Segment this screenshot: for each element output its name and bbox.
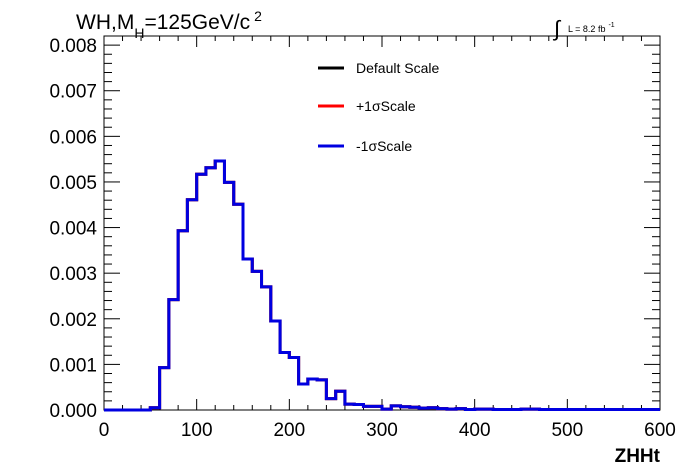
x-tick-label: 600 (644, 420, 676, 441)
lumi-label: L = 8.2 fb -1 (568, 22, 615, 34)
x-tick-label: 400 (459, 420, 491, 441)
x-tick-label: 200 (273, 420, 305, 441)
title-main: =125GeV/c (144, 11, 250, 34)
y-tick-label: 0.003 (49, 264, 97, 285)
axes: 0 100 200 300 400 500 600 0.000 0.001 0.002 0.003 0… (49, 36, 676, 441)
y-tick-label: 0.006 (49, 127, 97, 148)
y-tick-label: 0.000 (49, 401, 97, 422)
title-subscript: H (134, 25, 144, 41)
legend-label: Default Scale (356, 60, 439, 76)
legend-label: +1σScale (356, 98, 416, 114)
series-layer (104, 159, 660, 412)
x-tick-label: 500 (551, 420, 583, 441)
lumi-text: L = 8.2 fb (568, 24, 605, 34)
title-prefix: WH,M (76, 11, 134, 34)
y-tick-label: 0.001 (49, 355, 97, 376)
lumi-superscript: -1 (608, 22, 614, 29)
y-tick-label: 0.004 (49, 219, 97, 240)
title-superscript: 2 (254, 8, 262, 24)
y-tick-label: 0.002 (49, 310, 97, 331)
series-line (104, 159, 660, 412)
legend: Default Scale +1σScale -1σScale (318, 60, 439, 154)
y-tick-label: 0.007 (49, 82, 97, 103)
y-tick-label: 0.005 (49, 173, 97, 194)
integral-symbol: ∫ (552, 16, 562, 41)
chart-title: WH,MH=125GeV/c 2 (76, 8, 262, 41)
y-tick-label: 0.008 (49, 36, 97, 57)
x-tick-label: 300 (366, 420, 398, 441)
legend-label: -1σScale (356, 138, 412, 154)
x-tick-label: 0 (99, 420, 110, 441)
x-tick-label: 100 (181, 420, 213, 441)
x-axis-label: ZHHt (615, 446, 661, 467)
